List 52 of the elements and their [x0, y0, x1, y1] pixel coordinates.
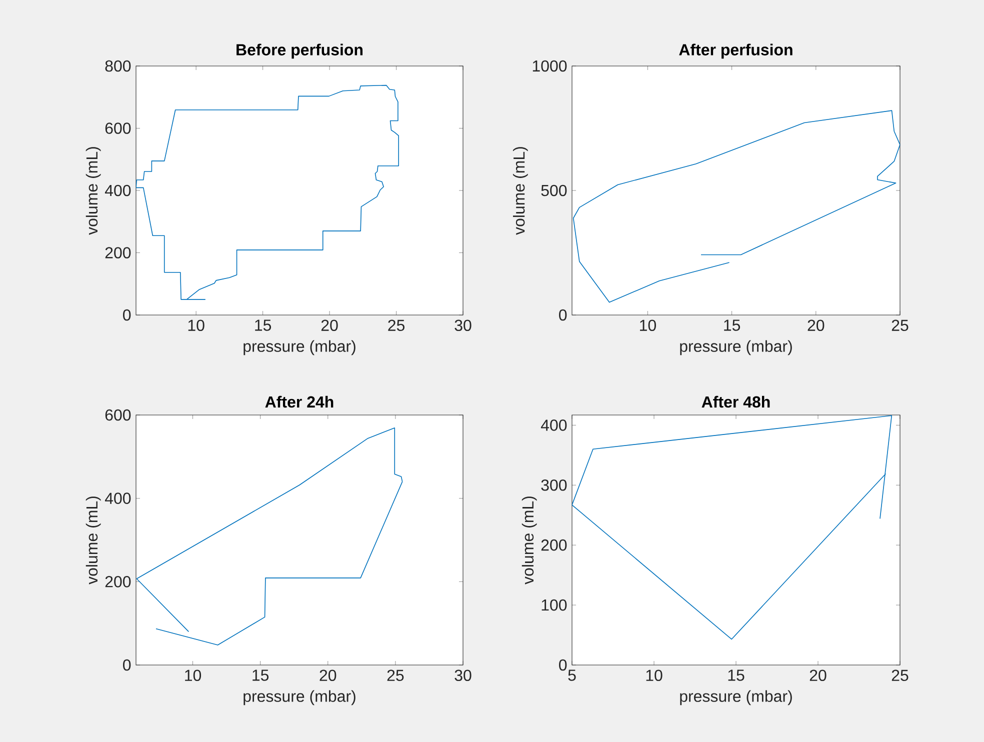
x-tick-label: 20 [808, 320, 824, 332]
x-tick-label: 15 [255, 320, 272, 331]
x-tick-label: 20 [810, 670, 826, 682]
x-tick-label: 5 [568, 670, 576, 681]
y-tick-label: 200 [105, 576, 131, 588]
y-axis-title: volume (mL) [86, 147, 101, 235]
x-tick-label: 10 [640, 320, 656, 332]
y-tick-label: 800 [105, 60, 131, 72]
y-tick-label: 0 [559, 309, 567, 321]
line-series [572, 415, 892, 640]
line-series [136, 84, 400, 300]
x-tick-label: 20 [321, 320, 338, 332]
y-axis-title: volume (mL) [522, 496, 537, 584]
x-tick-label: 15 [724, 320, 740, 331]
y-tick-label: 200 [541, 539, 567, 551]
chart-title: After 24h [265, 396, 334, 408]
y-tick-label: 300 [541, 479, 567, 491]
x-tick-label: 15 [728, 670, 744, 681]
x-tick-label: 25 [387, 670, 404, 682]
x-tick-label: 25 [892, 670, 908, 682]
y-tick-label: 600 [105, 122, 131, 134]
x-axis-title: pressure (mbar) [244, 340, 356, 356]
y-tick-label: 400 [540, 420, 567, 431]
y-tick-label: 500 [541, 184, 567, 196]
x-tick-label: 10 [185, 670, 202, 682]
line-series [572, 110, 900, 303]
x-axis-title: pressure (mbar) [680, 340, 792, 356]
y-tick-label: 100 [542, 599, 567, 611]
x-axis-title: pressure (mbar) [244, 690, 356, 706]
y-tick-label: 0 [559, 659, 567, 671]
x-tick-label: 30 [454, 320, 472, 332]
y-tick-label: 400 [104, 492, 131, 504]
x-tick-label: 10 [646, 670, 662, 682]
y-tick-label: 1000 [532, 60, 567, 72]
y-tick-label: 0 [123, 309, 131, 321]
x-tick-label: 20 [320, 670, 336, 682]
y-axis-title: volume (mL) [512, 147, 528, 235]
y-tick-label: 0 [123, 659, 131, 671]
x-axis-title: pressure (mbar) [680, 690, 792, 706]
chart-title: After perfusion [679, 44, 792, 59]
chart-title: After 48h [702, 396, 770, 408]
y-axis-title: volume (mL) [86, 496, 101, 584]
y-tick-label: 400 [104, 184, 131, 196]
x-tick-label: 25 [388, 320, 404, 332]
x-tick-label: 15 [252, 670, 269, 681]
line-series [136, 428, 403, 646]
chart-title: Before perfusion [236, 44, 363, 59]
x-tick-label: 30 [454, 670, 472, 682]
x-tick-label: 25 [892, 320, 908, 332]
x-tick-label: 10 [188, 320, 204, 332]
y-tick-label: 600 [105, 409, 131, 421]
y-tick-label: 200 [105, 247, 131, 258]
